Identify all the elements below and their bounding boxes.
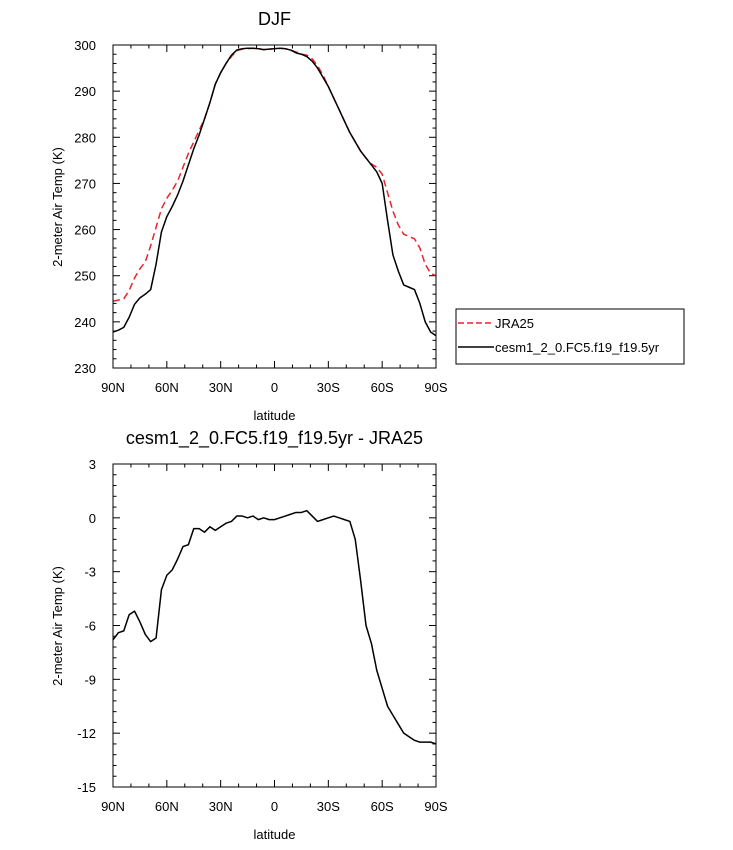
bottom-y-tick-label: -3 xyxy=(84,565,96,580)
top-plot-frame xyxy=(112,44,437,369)
top-x-tick-label: 60S xyxy=(371,380,394,395)
bottom-x-axis-label: latitude xyxy=(254,827,296,842)
bottom-x-tick-label: 90S xyxy=(424,799,447,814)
top-tick-labels: 90N 60N 30N 0 30S 60S 90S 230 240 250 260 270 280 290… xyxy=(74,38,448,395)
bottom-plot-frame xyxy=(112,463,437,788)
top-y-tick-label: 260 xyxy=(74,223,96,238)
top-series-line-0 xyxy=(112,47,437,302)
bottom-x-tick-label: 90N xyxy=(101,799,125,814)
bottom-y-tick-label: 3 xyxy=(89,457,96,472)
top-x-tick-label: 90N xyxy=(101,380,125,395)
bottom-x-tick-label: 60N xyxy=(155,799,179,814)
bottom-panel: cesm1_2_0.FC5.f19_f19.5yr - JRA25 2-mete… xyxy=(50,428,448,842)
bottom-y-tick-label: 0 xyxy=(89,511,96,526)
legend-label-jra25: JRA25 xyxy=(495,316,534,331)
top-y-tick-label: 270 xyxy=(74,176,96,191)
bottom-series-line-0 xyxy=(112,509,437,745)
top-y-tick-label: 240 xyxy=(74,315,96,330)
bottom-x-tick-label: 30N xyxy=(209,799,233,814)
bottom-y-tick-label: -12 xyxy=(77,726,96,741)
top-y-tick-label: 280 xyxy=(74,130,96,145)
top-x-tick-label: 90S xyxy=(424,380,447,395)
bottom-x-tick-label: 60S xyxy=(371,799,394,814)
top-x-tick-label: 30N xyxy=(209,380,233,395)
top-x-tick-label: 60N xyxy=(155,380,179,395)
top-series-line-1 xyxy=(112,47,437,337)
bottom-x-tick-label: 0 xyxy=(271,799,278,814)
bottom-y-tick-label: -15 xyxy=(77,780,96,795)
legend-label-cesm: cesm1_2_0.FC5.f19_f19.5yr xyxy=(495,340,660,355)
top-chart-title: DJF xyxy=(258,9,291,29)
top-panel: DJF 2-meter Air Temp (K) latitude 90N 60N… xyxy=(50,9,448,423)
bottom-chart-title: cesm1_2_0.FC5.f19_f19.5yr - JRA25 xyxy=(126,428,423,449)
legend: JRA25 cesm1_2_0.FC5.f19_f19.5yr xyxy=(455,308,685,365)
bottom-axis-ticks xyxy=(112,463,437,788)
top-x-tick-label: 30S xyxy=(317,380,340,395)
top-y-tick-label: 230 xyxy=(74,361,96,376)
top-y-tick-label: 290 xyxy=(74,84,96,99)
bottom-series-layer xyxy=(112,509,437,745)
bottom-y-tick-label: -9 xyxy=(84,672,96,687)
top-x-tick-label: 0 xyxy=(271,380,278,395)
top-x-axis-label: latitude xyxy=(254,408,296,423)
bottom-y-tick-label: -6 xyxy=(84,619,96,634)
top-axis-ticks xyxy=(112,44,437,369)
top-y-tick-label: 300 xyxy=(74,38,96,53)
bottom-y-axis-label: 2-meter Air Temp (K) xyxy=(50,566,65,686)
bottom-x-tick-label: 30S xyxy=(317,799,340,814)
top-y-axis-label: 2-meter Air Temp (K) xyxy=(50,147,65,267)
top-series-layer xyxy=(112,47,437,337)
legend-box xyxy=(455,308,685,365)
bottom-tick-labels: 90N 60N 30N 0 30S 60S 90S -15 -12 -9 -6 -3 0 3 xyxy=(77,457,448,814)
top-y-tick-label: 250 xyxy=(74,269,96,284)
